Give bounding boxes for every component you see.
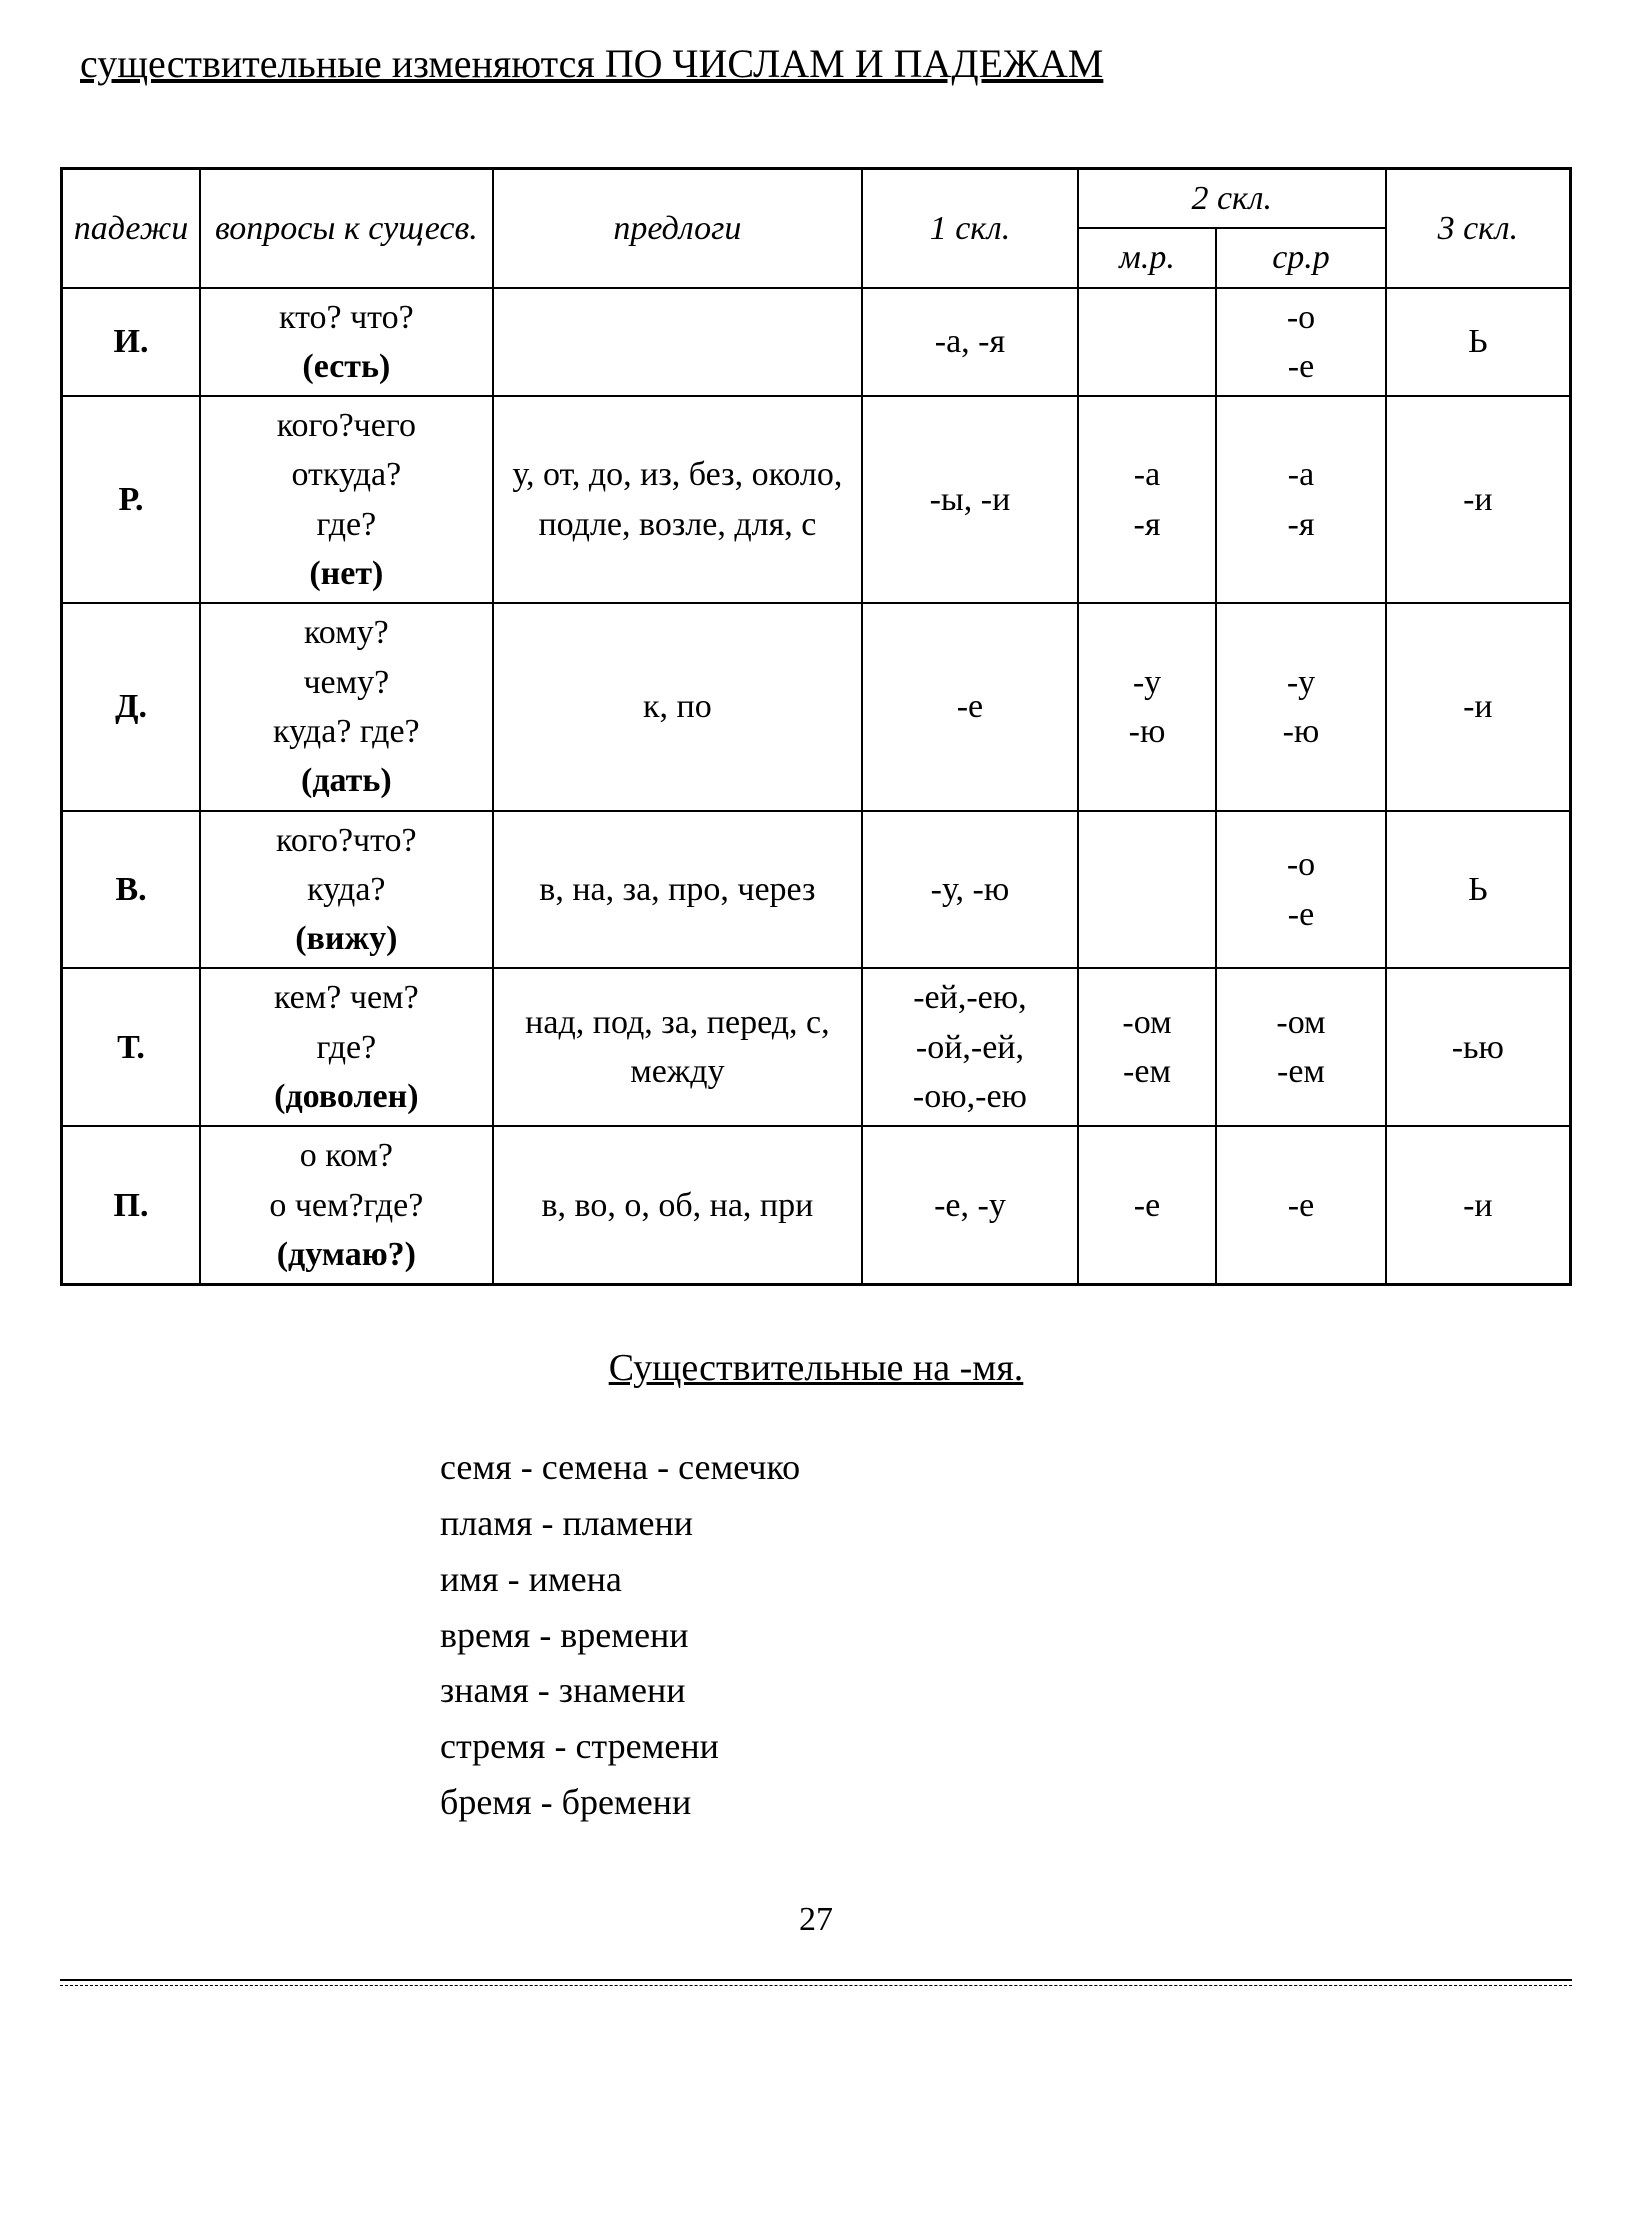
table-row: П.о ком?о чем?где?(думаю?)в, во, о, об, … (62, 1126, 1571, 1284)
th-questions: вопросы к сущесв. (200, 169, 493, 288)
skl2b-cell: -а -я (1216, 396, 1385, 603)
questions-cell: о ком?о чем?где?(думаю?) (200, 1126, 493, 1284)
list-item: знамя - знамени (440, 1663, 1572, 1719)
skl3-cell: -и (1386, 1126, 1571, 1284)
list-item: имя - имена (440, 1552, 1572, 1608)
prepositions-cell (493, 288, 863, 397)
table-row: Т.кем? чем?где?(доволен)над, под, за, пе… (62, 968, 1571, 1126)
skl3-cell: -и (1386, 603, 1571, 810)
skl2a-cell: -а -я (1078, 396, 1217, 603)
skl2b-cell: -о -е (1216, 811, 1385, 969)
list-item: пламя - пламени (440, 1496, 1572, 1552)
questions-cell: кем? чем?где?(доволен) (200, 968, 493, 1126)
prepositions-cell: над, под, за, перед, с, между (493, 968, 863, 1126)
footer-lines (60, 1979, 1572, 1986)
table-header-row: падежи вопросы к сущесв. предлоги 1 скл.… (62, 169, 1571, 229)
sub-title: Существительные на -мя. (60, 1346, 1572, 1390)
skl1-cell: -у, -ю (862, 811, 1078, 969)
skl1-cell: -ы, -и (862, 396, 1078, 603)
skl2b-cell: -е (1216, 1126, 1385, 1284)
th-skl2: 2 скл. (1078, 169, 1386, 229)
questions-cell: кому?чему?куда? где?(дать) (200, 603, 493, 810)
th-skl2b: ср.р (1216, 228, 1385, 287)
case-cell: Т. (62, 968, 201, 1126)
noun-list: семя - семена - семечкопламя - пламениим… (440, 1440, 1572, 1831)
skl2b-cell: -ом -ем (1216, 968, 1385, 1126)
case-cell: Д. (62, 603, 201, 810)
th-skl1: 1 скл. (862, 169, 1078, 288)
skl3-cell: -ью (1386, 968, 1571, 1126)
table-row: И.кто? что?(есть) -а, -я -о -еЬ (62, 288, 1571, 397)
prepositions-cell: у, от, до, из, без, около, подле, возле,… (493, 396, 863, 603)
questions-cell: кого?что?куда?(вижу) (200, 811, 493, 969)
skl3-cell: Ь (1386, 288, 1571, 397)
table-row: Д.кому?чему?куда? где?(дать)к, по-е-у -ю… (62, 603, 1571, 810)
th-case: падежи (62, 169, 201, 288)
skl3-cell: Ь (1386, 811, 1571, 969)
th-skl3: 3 скл. (1386, 169, 1571, 288)
skl2a-cell: -ом -ем (1078, 968, 1217, 1126)
table-row: Р.кого?чегооткуда?где?(нет)у, от, до, из… (62, 396, 1571, 603)
questions-cell: кого?чегооткуда?где?(нет) (200, 396, 493, 603)
page-title: существительные изменяются ПО ЧИСЛАМ И П… (80, 40, 1572, 87)
skl1-cell: -е, -у (862, 1126, 1078, 1284)
prepositions-cell: к, по (493, 603, 863, 810)
skl2a-cell (1078, 288, 1217, 397)
skl1-cell: -а, -я (862, 288, 1078, 397)
skl2a-cell: -е (1078, 1126, 1217, 1284)
list-item: семя - семена - семечко (440, 1440, 1572, 1496)
skl2b-cell: -о -е (1216, 288, 1385, 397)
case-cell: П. (62, 1126, 201, 1284)
prepositions-cell: в, во, о, об, на, при (493, 1126, 863, 1284)
list-item: время - времени (440, 1608, 1572, 1664)
declension-table: падежи вопросы к сущесв. предлоги 1 скл.… (60, 167, 1572, 1286)
th-skl2a: м.р. (1078, 228, 1217, 287)
case-cell: Р. (62, 396, 201, 603)
skl2b-cell: -у -ю (1216, 603, 1385, 810)
case-cell: В. (62, 811, 201, 969)
th-prepositions: предлоги (493, 169, 863, 288)
prepositions-cell: в, на, за, про, через (493, 811, 863, 969)
list-item: стремя - стремени (440, 1719, 1572, 1775)
skl2a-cell: -у -ю (1078, 603, 1217, 810)
skl1-cell: -ей,-ею, -ой,-ей, -ою,-ею (862, 968, 1078, 1126)
skl3-cell: -и (1386, 396, 1571, 603)
skl1-cell: -е (862, 603, 1078, 810)
skl2a-cell (1078, 811, 1217, 969)
table-row: В.кого?что?куда?(вижу)в, на, за, про, че… (62, 811, 1571, 969)
questions-cell: кто? что?(есть) (200, 288, 493, 397)
case-cell: И. (62, 288, 201, 397)
list-item: бремя - бремени (440, 1775, 1572, 1831)
page-number: 27 (60, 1901, 1572, 1939)
